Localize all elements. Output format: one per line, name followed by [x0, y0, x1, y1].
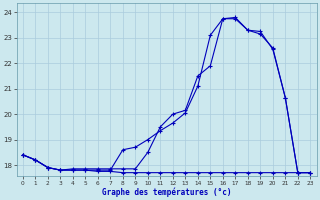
X-axis label: Graphe des températures (°c): Graphe des températures (°c): [102, 187, 231, 197]
